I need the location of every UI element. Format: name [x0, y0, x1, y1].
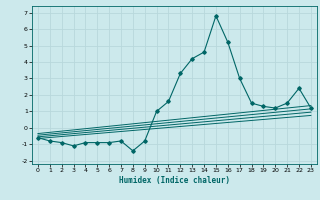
- X-axis label: Humidex (Indice chaleur): Humidex (Indice chaleur): [119, 176, 230, 185]
